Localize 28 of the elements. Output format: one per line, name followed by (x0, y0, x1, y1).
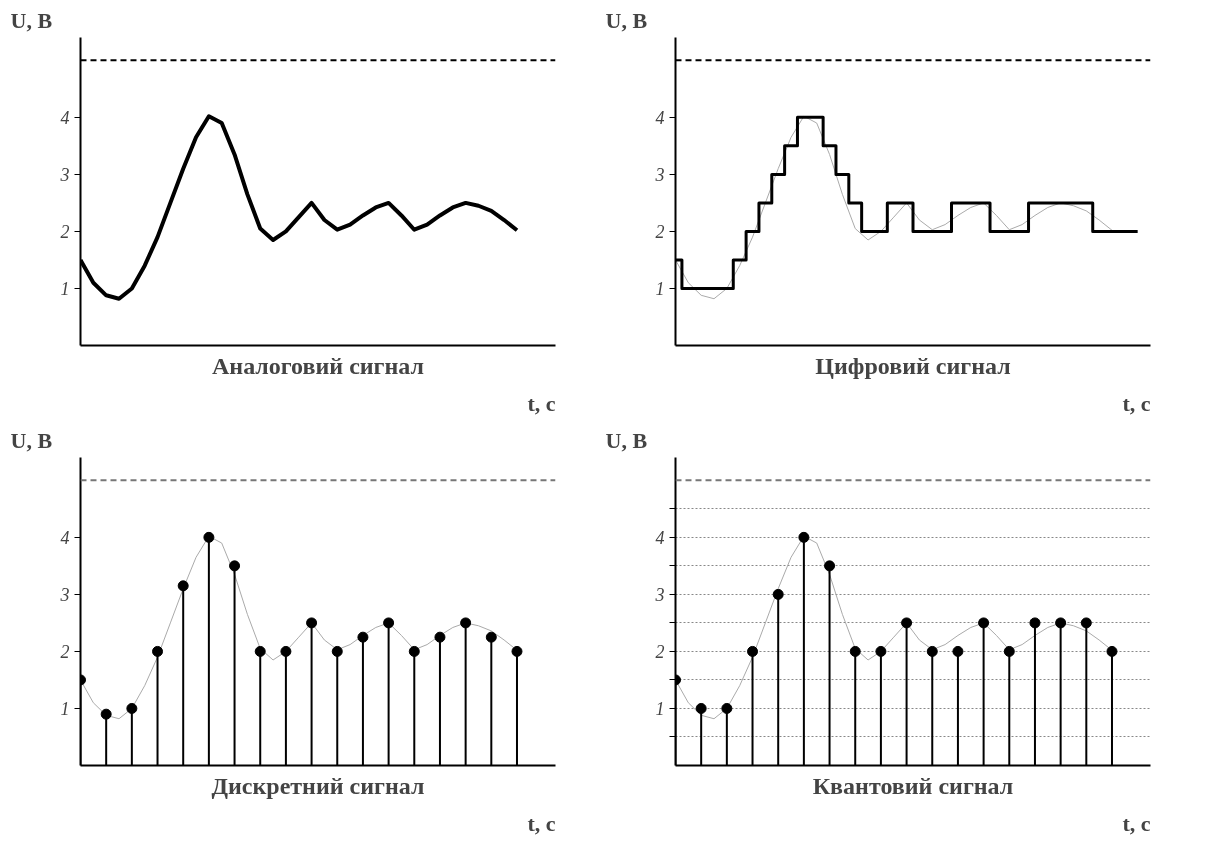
y-tick-label: 4 (655, 527, 665, 548)
text: Аналоговий сигнал (211, 352, 425, 379)
y-tick-label: 4 (655, 107, 665, 128)
y-tick-label: 1 (655, 698, 665, 719)
text: Цифровий сигнал (815, 352, 1011, 379)
y-axis-title: U, B (10, 427, 53, 453)
y-tick-label: 1 (60, 278, 70, 299)
y-tick-label: 3 (654, 584, 665, 605)
x-axis-title: t, c (527, 390, 556, 416)
y-axis-title: U, B (10, 7, 53, 33)
x-axis-title: t, c (527, 810, 556, 836)
y-tick-label: 3 (59, 584, 70, 605)
y-tick-label: 2 (60, 221, 70, 242)
y-tick-label: 4 (60, 527, 70, 548)
y-axis-title: U, B (605, 7, 648, 33)
text: Квантовий сигнал (812, 772, 1014, 799)
y-tick-label: 2 (655, 221, 665, 242)
y-axis-title: U, B (605, 427, 648, 453)
y-tick-label: 2 (655, 641, 665, 662)
y-tick-label: 1 (655, 278, 665, 299)
y-tick-label: 1 (60, 698, 70, 719)
text: Дискретний сигнал (211, 772, 425, 799)
x-axis-title: t, c (1122, 390, 1151, 416)
y-tick-label: 4 (60, 107, 70, 128)
x-axis-title: t, c (1122, 810, 1151, 836)
y-tick-label: 3 (59, 164, 70, 185)
y-tick-label: 2 (60, 641, 70, 662)
y-tick-label: 3 (654, 164, 665, 185)
